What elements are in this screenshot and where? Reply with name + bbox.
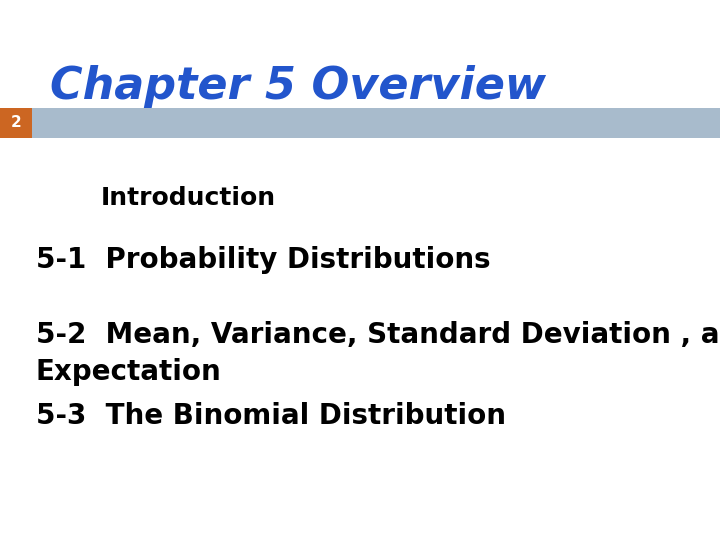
Text: 5-2  Mean, Variance, Standard Deviation , and
Expectation: 5-2 Mean, Variance, Standard Deviation ,… (36, 321, 720, 386)
Text: 5-3  The Binomial Distribution: 5-3 The Binomial Distribution (36, 402, 506, 430)
Text: 2: 2 (11, 116, 22, 130)
Text: 5-1  Probability Distributions: 5-1 Probability Distributions (36, 246, 490, 274)
FancyBboxPatch shape (0, 108, 720, 138)
FancyBboxPatch shape (0, 108, 32, 138)
Text: Introduction: Introduction (101, 186, 276, 210)
Text: Chapter 5 Overview: Chapter 5 Overview (50, 65, 546, 108)
